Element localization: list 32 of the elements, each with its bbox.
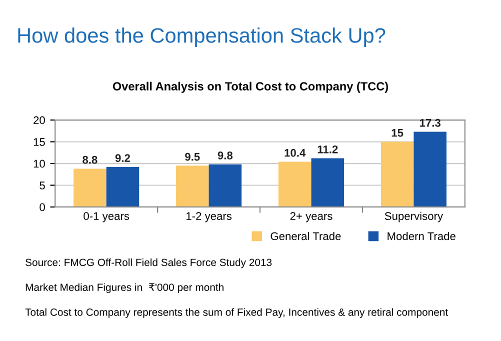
y-tick-label: 10 [34,160,45,168]
data-label: 11.2 [318,145,338,154]
data-label: 15 [392,129,404,137]
x-tick-label: Supervisory [384,212,444,222]
legend-label: Modern Trade [388,232,456,240]
x-tick-label: 1-2 years [186,212,232,222]
x-tick-label: 2+ years [290,212,332,222]
bar [380,142,414,207]
y-tick-label: 20 [34,116,45,124]
bar [176,166,209,207]
data-label: 10.4 [284,148,306,157]
chart-title: How does the Compensation Stack Up? [18,28,386,47]
bar [74,168,106,207]
bar [278,162,312,207]
data-label: 9.5 [185,152,200,161]
y-tick-label: 0 [40,203,45,212]
text: Total Cost to Company represents the sum of Fixed Pay, Incentives & any retiral component [25,308,448,318]
bar [106,166,140,207]
data-label: 17.3 [420,118,441,127]
bar [208,164,242,207]
chart-subtitle: Overall Analysis on Total Cost to Company (TCC) [112,82,388,93]
text: Market Median Figures in ₹'000 per month [26,283,224,294]
x-tick-label: 0-1 years [84,212,130,222]
y-tick-label: 15 [34,138,45,146]
bar [311,158,344,207]
data-label: 9.8 [218,152,233,160]
source-note: Source: FMCG Off-Roll Field Sales Force Study 2013 [26,258,272,268]
data-label: 8.8 [82,156,98,164]
data-label: 9.2 [115,154,130,162]
y-tick-label: 5 [40,182,45,190]
legend-label: General Trade [270,232,341,240]
bar [414,132,446,207]
